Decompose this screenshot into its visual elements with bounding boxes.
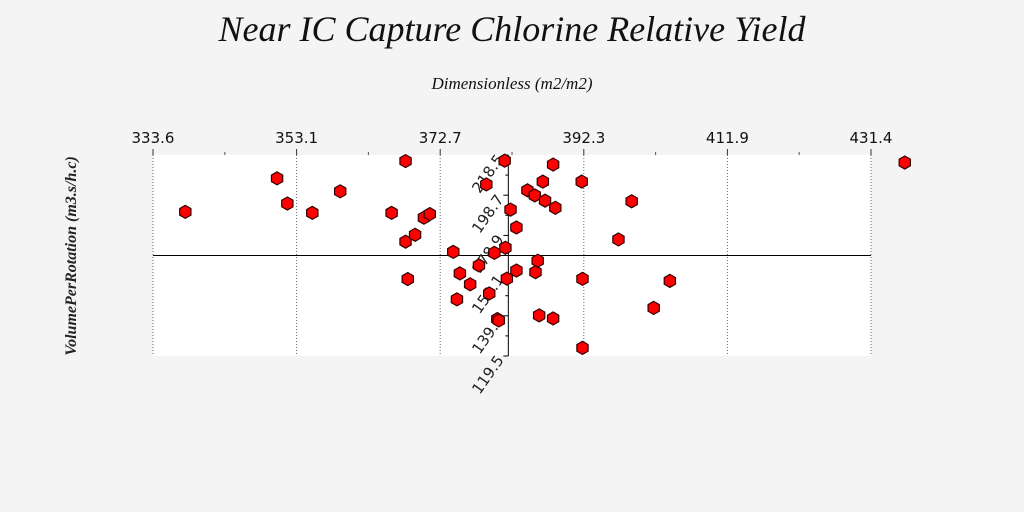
- x-tick-label: 411.9: [706, 129, 749, 147]
- x-axis-label: Dimensionless (m2/m2): [431, 74, 593, 93]
- x-tick-label: 333.6: [132, 129, 175, 147]
- data-point: [529, 264, 542, 280]
- data-point: [423, 206, 436, 222]
- data-point: [179, 204, 192, 220]
- data-point: [546, 311, 560, 326]
- data-point: [401, 271, 414, 287]
- data-point: [499, 240, 512, 255]
- data-point: [306, 205, 319, 221]
- points-layer: [179, 153, 912, 356]
- data-point: [488, 245, 501, 261]
- data-point: [450, 292, 464, 307]
- data-point: [575, 174, 588, 189]
- x-tick-label: 353.1: [275, 129, 318, 147]
- data-point: [472, 258, 486, 273]
- data-point: [492, 313, 506, 328]
- data-point: [663, 273, 677, 289]
- data-point: [531, 253, 544, 268]
- data-point: [898, 155, 912, 170]
- data-point: [528, 188, 541, 203]
- data-point: [385, 205, 398, 221]
- data-point: [270, 171, 284, 186]
- data-point: [576, 271, 589, 287]
- data-point: [546, 157, 560, 172]
- data-point: [453, 266, 467, 281]
- data-point: [549, 200, 562, 215]
- data-point: [536, 174, 550, 189]
- y-tick-label: 119.5: [468, 352, 507, 398]
- x-tick-label: 372.7: [419, 129, 462, 147]
- data-point: [498, 153, 511, 168]
- data-point: [576, 340, 589, 356]
- chart-title: Near IC Capture Chlorine Relative Yield: [218, 9, 806, 49]
- grid-layer: [152, 155, 872, 356]
- data-point: [480, 177, 493, 192]
- data-point: [647, 300, 660, 316]
- data-point: [463, 277, 477, 292]
- data-point: [399, 153, 412, 169]
- data-point: [532, 308, 546, 323]
- data-point: [504, 202, 517, 217]
- data-point: [447, 244, 460, 260]
- data-point: [538, 193, 552, 208]
- data-point: [510, 220, 523, 235]
- x-tick-label: 431.4: [850, 129, 893, 147]
- x-tick-label: 392.3: [562, 129, 605, 147]
- data-point: [625, 194, 638, 209]
- data-point: [612, 232, 625, 247]
- data-point: [408, 227, 422, 242]
- data-point: [483, 286, 496, 301]
- data-point: [281, 196, 294, 211]
- data-point: [333, 184, 347, 199]
- data-point: [510, 263, 523, 278]
